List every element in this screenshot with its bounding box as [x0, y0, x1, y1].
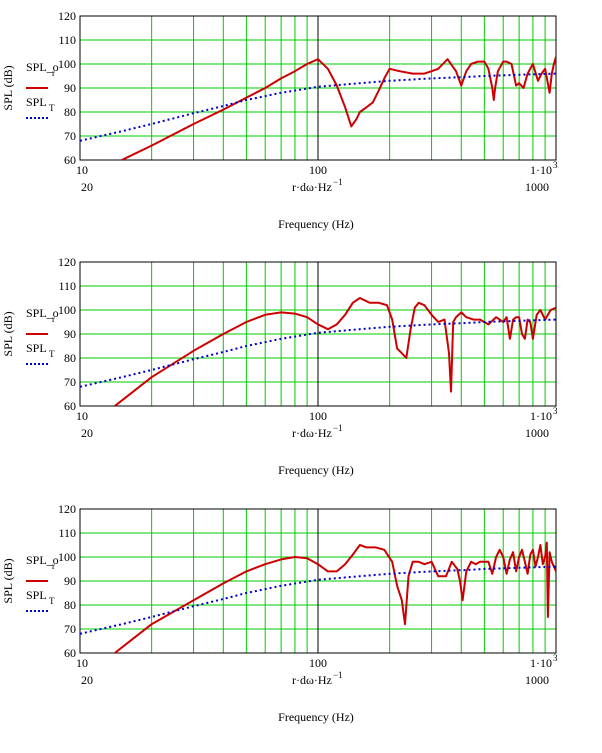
y-tick-label: 120 — [58, 255, 76, 269]
y-tick-label: 100 — [58, 57, 76, 71]
legend-label-spl-o: SPL_o — [26, 553, 59, 567]
x-axis-expression-exponent: −1 — [333, 670, 343, 680]
y-axis-label: SPL (dB) — [1, 558, 15, 603]
x-axis-expression: r·dω·Hz — [292, 426, 332, 440]
y-tick-label: 80 — [64, 105, 76, 119]
y-axis-label: SPL (dB) — [1, 65, 15, 110]
y-tick-label: 100 — [58, 550, 76, 564]
x-axis-title: Frequency (Hz) — [278, 710, 354, 724]
x-axis-expression-exponent: −1 — [333, 423, 343, 433]
x-axis-title: Frequency (Hz) — [278, 217, 354, 231]
y-tick-label: 70 — [64, 375, 76, 389]
x-tick-exponent: 3 — [553, 653, 558, 663]
legend-label-spl-o: SPL_o — [26, 60, 59, 74]
extra-tick-label: 20 — [81, 180, 93, 194]
extra-tick-label: 1000 — [525, 180, 549, 194]
y-tick-label: 120 — [58, 502, 76, 516]
chart-panel-1: 60 70 80 90 100 110 120 10 100 1·10 3 20 1000 r·dω·Hz… — [0, 0, 602, 240]
y-tick-label: 110 — [58, 33, 76, 47]
series-line-spl-o — [114, 541, 556, 653]
legend-label-spl-o: SPL_o — [26, 306, 59, 320]
y-tick-label: 60 — [64, 646, 76, 660]
plot-frame — [79, 508, 557, 654]
y-tick-label: 110 — [58, 279, 76, 293]
x-tick-label: 100 — [309, 409, 327, 423]
legend-label-subscript: T — [49, 596, 55, 606]
x-tick-label: 1·10 — [530, 163, 552, 177]
chart-panel-2: 60 70 80 90 100 110 120 10 100 1·10 3 20 1000 r·dω·Hz… — [0, 246, 602, 486]
y-axis-label: SPL (dB) — [1, 311, 15, 356]
plot-frame — [79, 15, 557, 161]
legend-label-subscript: r — [52, 68, 55, 78]
y-tick-label: 70 — [64, 129, 76, 143]
y-tick-label: 120 — [58, 9, 76, 23]
x-axis-title: Frequency (Hz) — [278, 463, 354, 477]
chart-svg: 60 70 80 90 100 110 120 10 100 1·10 3 20 1000 r·dω·Hz… — [1, 9, 558, 231]
legend-label-spl-t: SPL — [26, 341, 47, 355]
x-tick-label: 10 — [76, 409, 88, 423]
y-tick-label: 90 — [64, 574, 76, 588]
extra-tick-label: 20 — [81, 673, 93, 687]
x-tick-label: 100 — [309, 656, 327, 670]
chart-panel-3: 60 70 80 90 100 110 120 10 100 1·10 3 20 1000 r·dω·Hz… — [0, 493, 602, 733]
chart-svg: 60 70 80 90 100 110 120 10 100 1·10 3 20 1000 r·dω·Hz… — [1, 502, 558, 724]
y-tick-label: 80 — [64, 351, 76, 365]
y-tick-label: 100 — [58, 303, 76, 317]
legend-label-subscript: r — [52, 561, 55, 571]
extra-tick-label: 20 — [81, 426, 93, 440]
y-tick-label: 70 — [64, 622, 76, 636]
x-tick-label: 10 — [76, 656, 88, 670]
y-tick-label: 60 — [64, 399, 76, 413]
y-tick-label: 110 — [58, 526, 76, 540]
legend-label-spl-t: SPL — [26, 588, 47, 602]
series-line-spl-o — [121, 56, 556, 160]
x-tick-label: 10 — [76, 163, 88, 177]
y-tick-label: 60 — [64, 153, 76, 167]
x-axis-expression-exponent: −1 — [333, 177, 343, 187]
x-tick-exponent: 3 — [553, 406, 558, 416]
y-tick-label: 90 — [64, 327, 76, 341]
x-tick-label: 100 — [309, 163, 327, 177]
legend-label-spl-t: SPL — [26, 95, 47, 109]
series-line-spl-o — [114, 297, 556, 406]
x-tick-label: 1·10 — [530, 409, 552, 423]
extra-tick-label: 1000 — [525, 426, 549, 440]
y-tick-label: 80 — [64, 598, 76, 612]
x-tick-exponent: 3 — [553, 160, 558, 170]
y-tick-label: 90 — [64, 81, 76, 95]
x-axis-expression: r·dω·Hz — [292, 180, 332, 194]
extra-tick-label: 1000 — [525, 673, 549, 687]
chart-svg: 60 70 80 90 100 110 120 10 100 1·10 3 20 1000 r·dω·Hz… — [1, 255, 558, 477]
legend-label-subscript: T — [49, 349, 55, 359]
plot-frame — [79, 261, 557, 407]
legend-label-subscript: T — [49, 103, 55, 113]
x-axis-expression: r·dω·Hz — [292, 673, 332, 687]
x-tick-label: 1·10 — [530, 656, 552, 670]
legend-label-subscript: r — [52, 314, 55, 324]
